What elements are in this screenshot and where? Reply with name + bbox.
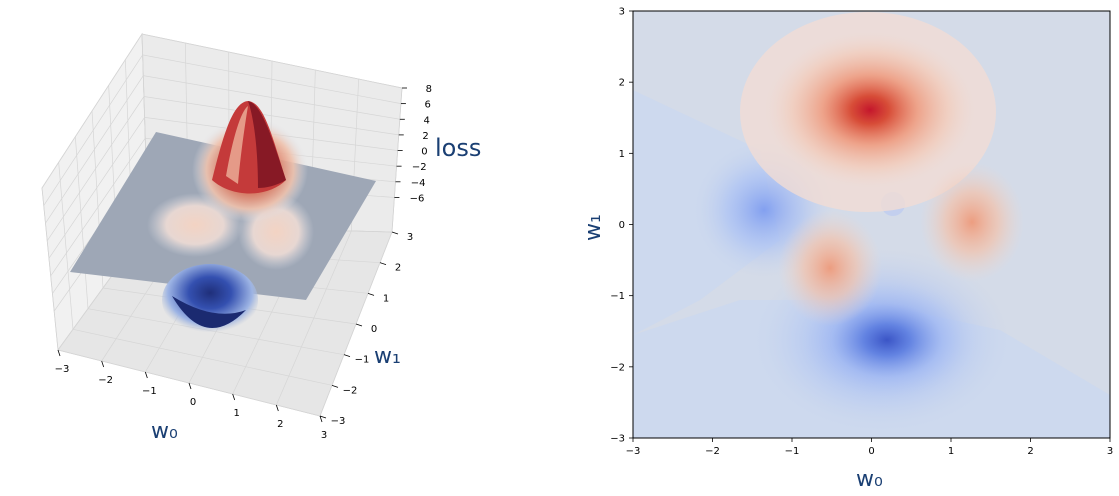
surface-plot-3d: −3 −2 −1 0 1 2 3 −3 −2 −1 0 1 2 3 −6 −4 −2 0 2 4 6 8 w₀ w₁ lo…: [41, 32, 481, 444]
z-tick-label-3d: 2: [422, 131, 428, 142]
x-tick-label: −3: [626, 446, 641, 457]
y-axis-label-2d: w₁: [581, 214, 606, 241]
grid-line-y-wall: [74, 136, 89, 309]
grid-line-z: [50, 137, 397, 277]
y-tick-mark-3d: [343, 354, 351, 358]
x-tick-mark-3d: [57, 349, 61, 357]
y-tick-label-3d: −3: [331, 416, 346, 427]
y-tick-label: −3: [610, 434, 625, 445]
grid-line-z: [48, 117, 398, 259]
x-tick-label: 2: [1027, 446, 1033, 457]
grid-line-z: [43, 54, 401, 206]
x-tick-label-3d: 3: [321, 430, 327, 441]
surface-peak-highlight: [226, 106, 248, 184]
y-tick-label: 2: [619, 78, 625, 89]
y-tick-label-3d: 3: [407, 232, 413, 243]
x-tick-mark-3d: [188, 382, 192, 390]
z-tick-label-3d: 4: [423, 115, 429, 126]
y-tick-mark-3d: [355, 323, 363, 327]
x-tick-label-3d: −3: [55, 364, 70, 375]
y-axis-label-3d: w₁: [374, 344, 401, 369]
contour-warm-lower-left: [778, 210, 882, 326]
contour-warm-right: [920, 162, 1024, 282]
x-tick-label: 3: [1107, 446, 1113, 457]
grid-line-x-wall: [391, 87, 403, 233]
y-tick-label-3d: 0: [371, 324, 377, 335]
y-tick-mark-3d: [319, 415, 327, 419]
x-tick-label: −2: [705, 446, 720, 457]
y-tick-mark-3d: [391, 231, 399, 235]
x-tick-mark-3d: [144, 371, 148, 379]
x-axis-label-3d: w₀: [151, 419, 178, 444]
grid-line-z: [46, 96, 399, 241]
x-tick-mark-3d: [319, 415, 323, 423]
tick-labels-2d: −3 −2 −1 0 1 2 3 −3 −2 −1 0 1 2 3: [610, 7, 1113, 458]
tick-labels-3d: −3 −2 −1 0 1 2 3 −3 −2 −1 0 1 2 3 −6 −4 −2 0 2 4 6 8: [55, 84, 432, 441]
grid-line-y-wall: [58, 162, 74, 330]
x-tick-label-3d: 1: [233, 408, 239, 419]
z-tick-label-3d: −2: [412, 162, 427, 173]
x-tick-label: 0: [868, 446, 874, 457]
y-tick-label: −2: [610, 362, 625, 373]
y-tick-label-3d: 2: [395, 263, 401, 274]
z-tick-label-3d: −6: [410, 193, 425, 204]
y-tick-label: 3: [619, 7, 625, 18]
contour-plot: −3 −2 −1 0 1 2 3 −3 −2 −1 0 1 2 3 w₀ w₁: [581, 7, 1113, 493]
x-tick-label-3d: −1: [142, 386, 157, 397]
x-tick-label: −1: [785, 446, 800, 457]
x-tick-label: 1: [948, 446, 954, 457]
contour-hot-peak: [765, 32, 975, 188]
grid-line-y: [72, 328, 333, 386]
z-tick-label-3d: 8: [426, 84, 432, 95]
z-axis-label-3d: loss: [435, 134, 481, 162]
y-tick-mark-3d: [379, 262, 387, 266]
y-tick-label-3d: −1: [355, 355, 370, 366]
surface-pit-lip: [172, 296, 246, 328]
y-tick-label-3d: 1: [383, 293, 389, 304]
x-axis-label-2d: w₀: [856, 467, 883, 492]
z-tick-label-3d: −4: [411, 178, 426, 189]
y-tick-label: −1: [610, 291, 625, 302]
grid-line-z: [45, 75, 400, 224]
grid-line-y-wall: [41, 187, 59, 351]
z-tick-label-3d: 0: [421, 147, 427, 158]
x-tick-label-3d: −2: [98, 375, 113, 386]
grid-line-z: [41, 33, 403, 189]
y-tick-label: 0: [619, 220, 625, 231]
y-tick-label-3d: −2: [343, 385, 358, 396]
x-tick-mark-3d: [101, 360, 105, 368]
x-tick-mark-3d: [275, 404, 279, 412]
x-tick-label-3d: 2: [277, 419, 283, 430]
y-tick-label: 1: [619, 149, 625, 160]
y-tick-mark-3d: [331, 384, 339, 388]
z-tick-label-3d: 6: [425, 100, 431, 111]
surface-peak-shade: [248, 101, 286, 188]
x-tick-mark-3d: [232, 393, 236, 401]
y-tick-mark-3d: [367, 292, 375, 296]
x-tick-label-3d: 0: [190, 397, 196, 408]
